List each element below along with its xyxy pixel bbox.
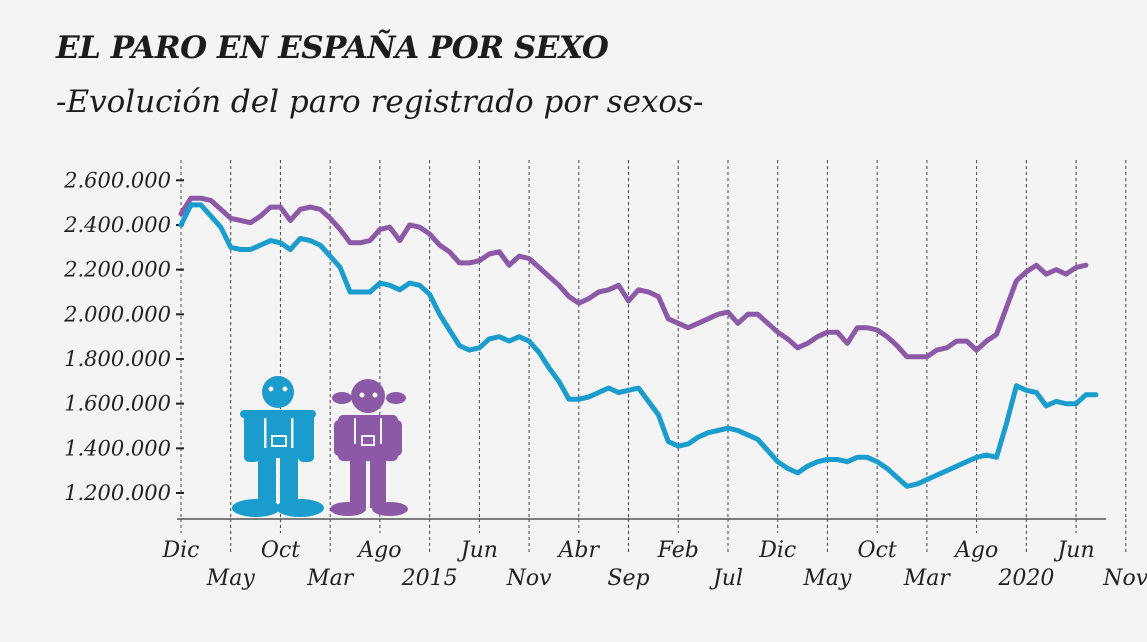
y-tick-label: 2.400.000 [63,213,171,237]
woman-figure-icon [330,379,408,516]
y-tick-label: 2.000.000 [63,302,171,326]
y-tick-label: 2.200.000 [63,258,171,282]
y-tick-label: 2.600.000 [63,168,171,192]
x-tick-label: Dic [758,538,796,563]
x-axis: DicMayOctMarAgo2015JunNovAbrSepFebJulDic… [162,518,1147,591]
x-tick-label: 2015 [401,566,458,591]
x-tick-label: 2020 [997,566,1054,591]
man-figure-icon [232,376,324,517]
y-tick-label: 1.200.000 [64,481,171,505]
x-tick-label: Jul [709,566,743,591]
chart-title: EL PARO EN ESPAÑA POR SEXO [56,30,609,66]
x-tick-label: Feb [657,538,699,563]
x-tick-label: Jun [1053,538,1094,563]
y-tick-label: 1.600.000 [64,392,171,416]
y-axis: 1.200.000 1.400.000 1.600.000 1.800.000 2.00… [63,168,184,505]
x-tick-label: Ago [356,538,401,563]
series-line-mujeres [178,195,1089,360]
x-tick-label: Mar [903,566,952,591]
series-line-hombres [178,202,1099,489]
x-tick-label: Abr [557,538,601,563]
y-tick-label: 1.400.000 [64,436,171,460]
x-tick-label: Nov [1102,566,1147,591]
x-tick-label: May [206,566,256,591]
series-lines [178,195,1099,489]
y-tick-label: 1.800.000 [64,347,171,371]
chart-subtitle: -Evolución del paro registrado por sexos… [56,84,704,120]
x-tick-label: Jun [457,538,498,563]
x-tick-label: Sep [607,566,649,591]
x-tick-label: Dic [162,538,200,563]
x-tick-label: Nov [506,566,552,591]
x-tick-label: May [802,566,852,591]
x-tick-label: Oct [261,538,300,563]
x-tick-label: Ago [953,538,998,563]
x-tick-label: Mar [306,566,355,591]
x-tick-label: Oct [858,538,897,563]
